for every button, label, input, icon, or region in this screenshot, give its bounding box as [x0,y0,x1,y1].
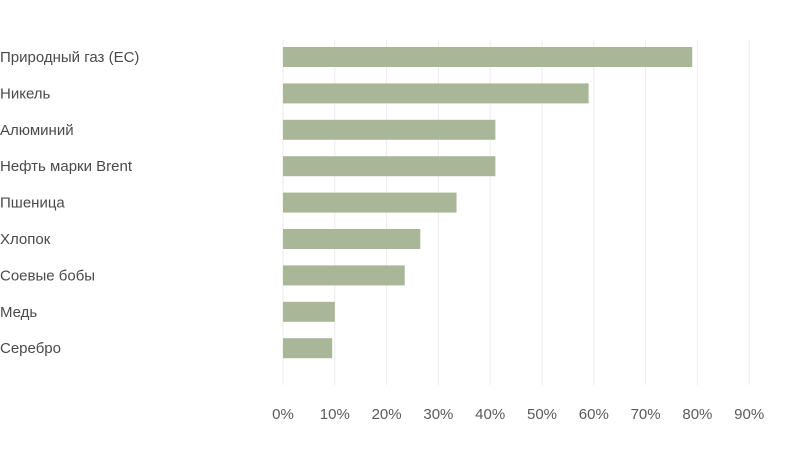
category-label: Никель [0,85,51,102]
x-tick-label: 50% [527,406,557,423]
category-label: Соевые бобы [0,267,95,284]
category-labels: Природный газ (ЕС) Никель Алюминий Нефть ма… [0,49,139,357]
bar [283,301,335,322]
x-tick-label: 70% [631,406,661,423]
bar [283,156,496,177]
x-tick-label: 0% [272,406,294,423]
category-label: Природный газ (ЕС) [0,49,139,66]
x-tick-label: 20% [372,406,402,423]
bars [283,47,693,359]
x-tick-label: 30% [423,406,453,423]
category-label: Серебро [0,340,61,357]
category-label: Пшеница [0,195,65,212]
x-tick-label: 60% [579,406,609,423]
category-label: Нефть марки Brent [0,158,133,175]
category-label: Хлопок [0,231,51,248]
x-axis-tick-labels: 0% 10% 20% 30% 40% 50% 60% 70% 80% 90% [272,406,764,423]
x-tick-label: 80% [682,406,712,423]
x-tick-label: 40% [475,406,505,423]
x-tick-label: 10% [320,406,350,423]
bar [283,47,693,67]
bar [283,338,333,359]
category-label: Алюминий [0,122,74,139]
x-tick-label: 90% [734,406,764,423]
bar [283,265,405,286]
bar [283,192,457,213]
bar [283,119,496,140]
bar [283,229,421,249]
bar [283,83,589,104]
category-label: Медь [0,304,37,321]
